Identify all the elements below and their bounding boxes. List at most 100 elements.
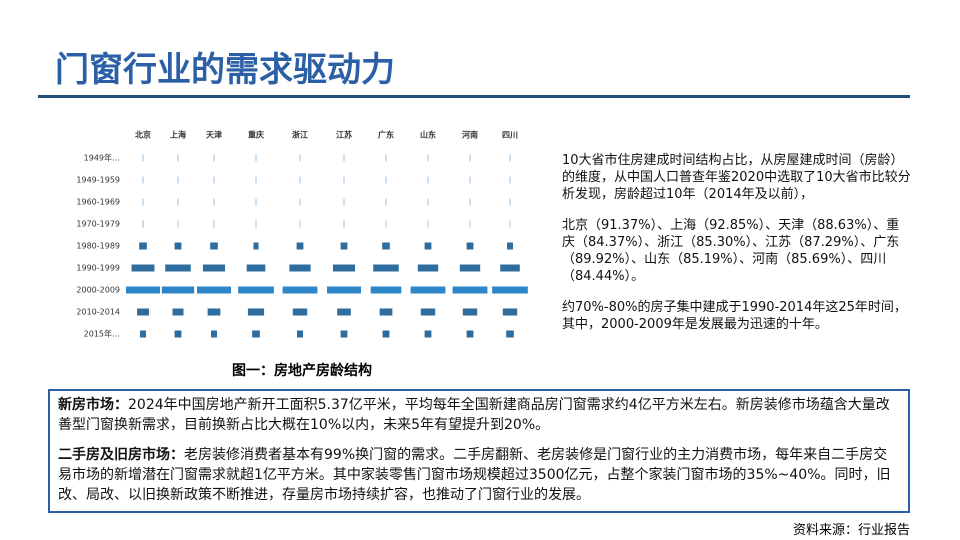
- bar: [427, 198, 429, 206]
- bar: [255, 176, 257, 184]
- paragraph-label: 新房市场：: [58, 397, 128, 413]
- bar: [382, 330, 390, 338]
- bar: [213, 176, 215, 184]
- series-label: 重庆: [248, 130, 264, 140]
- bar: [213, 154, 215, 162]
- bar: [427, 176, 429, 184]
- bar: [177, 220, 179, 228]
- bar: [343, 220, 345, 228]
- bar: [137, 308, 149, 316]
- bar: [210, 242, 218, 250]
- bar: [509, 198, 511, 206]
- bar: [385, 176, 387, 184]
- chart-caption: 图一：房地产房龄结构: [232, 363, 372, 379]
- bar: [452, 286, 488, 294]
- note: 北京（91.37%）、上海（92.85%）、天津（88.63%）、重庆（84.3…: [562, 218, 900, 284]
- bar: [211, 330, 217, 338]
- bar: [340, 242, 348, 250]
- title-rule: [38, 95, 910, 98]
- bar: [385, 198, 387, 206]
- bar: [246, 264, 266, 272]
- bar: [255, 198, 257, 206]
- bar: [165, 264, 191, 272]
- bar: [247, 308, 265, 316]
- bar: [197, 286, 231, 294]
- paragraph-label: 二手房及旧房市场：: [58, 447, 184, 463]
- source: 资料来源：行业报告: [792, 523, 910, 538]
- bar: [340, 330, 348, 338]
- bar: [174, 242, 182, 250]
- bar: [373, 264, 399, 272]
- notes: 10大省市住房建成时间结构占比，从房屋建成时间（房龄）的维度，从中国人口普查年鉴…: [562, 152, 912, 347]
- paragraph: 新房市场：2024年中国房地产新开工面积5.37亿平米，平均每年全国新建商品房门…: [58, 395, 900, 435]
- series-label: 山东: [420, 130, 436, 140]
- text-box: 新房市场：2024年中国房地产新开工面积5.37亿平米，平均每年全国新建商品房门…: [48, 389, 910, 513]
- bar: [213, 198, 215, 206]
- chart: 北京 上海 天津 重庆 浙江 江苏 广东 山东 河南 四川 1949年… 1949-1959 1960-…: [76, 130, 528, 339]
- bar: [424, 330, 432, 338]
- paragraph-text: 2024年中国房地产新开工面积5.37亿平米，平均每年全国新建商品房门窗需求约4…: [58, 397, 890, 433]
- bar: [385, 220, 387, 228]
- bar: [126, 286, 160, 294]
- bar: [213, 220, 215, 228]
- series-label: 浙江: [292, 130, 308, 140]
- bar: [238, 286, 274, 294]
- bar: [424, 242, 432, 250]
- category-label: 2015年…: [84, 329, 120, 339]
- bar: [469, 154, 471, 162]
- bar: [509, 176, 511, 184]
- bar: [292, 308, 308, 316]
- bar: [370, 286, 402, 294]
- category-label: 1970-1979: [76, 220, 120, 229]
- bar: [177, 198, 179, 206]
- bar: [337, 308, 351, 316]
- bar: [296, 242, 304, 250]
- bar: [427, 220, 429, 228]
- bar: [343, 154, 345, 162]
- bar: [509, 220, 511, 228]
- bar: [140, 330, 146, 338]
- bar: [502, 308, 518, 316]
- bar: [459, 264, 481, 272]
- paragraph: 二手房及旧房市场：老房装修消费者基本有99%换门窗的需求。二手房翻新、老房装修是…: [58, 445, 900, 505]
- bar: [492, 286, 528, 294]
- bar: [252, 330, 260, 338]
- bar: [427, 154, 429, 162]
- bar: [139, 242, 147, 250]
- bar: [500, 264, 520, 272]
- bar: [255, 154, 257, 162]
- bar: [507, 242, 513, 250]
- bar: [466, 242, 474, 250]
- category-label: 1949年…: [84, 153, 120, 163]
- bar: [379, 308, 393, 316]
- series-label: 广东: [378, 130, 394, 140]
- series-label: 上海: [170, 130, 186, 140]
- bar: [142, 154, 144, 162]
- bar: [299, 198, 301, 206]
- bar: [161, 286, 195, 294]
- bar: [469, 176, 471, 184]
- bar: [297, 330, 303, 338]
- bar: [289, 264, 311, 272]
- series-label: 北京: [135, 130, 151, 140]
- category-label: 2000-2009: [76, 286, 120, 295]
- category-label: 1980-1989: [76, 242, 120, 251]
- bar: [509, 154, 511, 162]
- bar: [253, 242, 259, 250]
- category-label: 1990-1999: [76, 264, 120, 273]
- bar: [142, 176, 144, 184]
- bar: [469, 198, 471, 206]
- bar: [506, 330, 514, 338]
- bar: [299, 176, 301, 184]
- bar: [382, 242, 390, 250]
- category-label: 1949-1959: [76, 176, 120, 185]
- bar: [343, 198, 345, 206]
- note: 10大省市住房建成时间结构占比，从房屋建成时间（房龄）的维度，从中国人口普查年鉴…: [562, 153, 911, 202]
- slide-title: 门窗行业的需求驱动力: [55, 50, 395, 90]
- bar: [131, 264, 155, 272]
- series-label: 江苏: [336, 130, 352, 140]
- bar: [142, 198, 144, 206]
- bar: [343, 176, 345, 184]
- category-label: 1960-1969: [76, 198, 120, 207]
